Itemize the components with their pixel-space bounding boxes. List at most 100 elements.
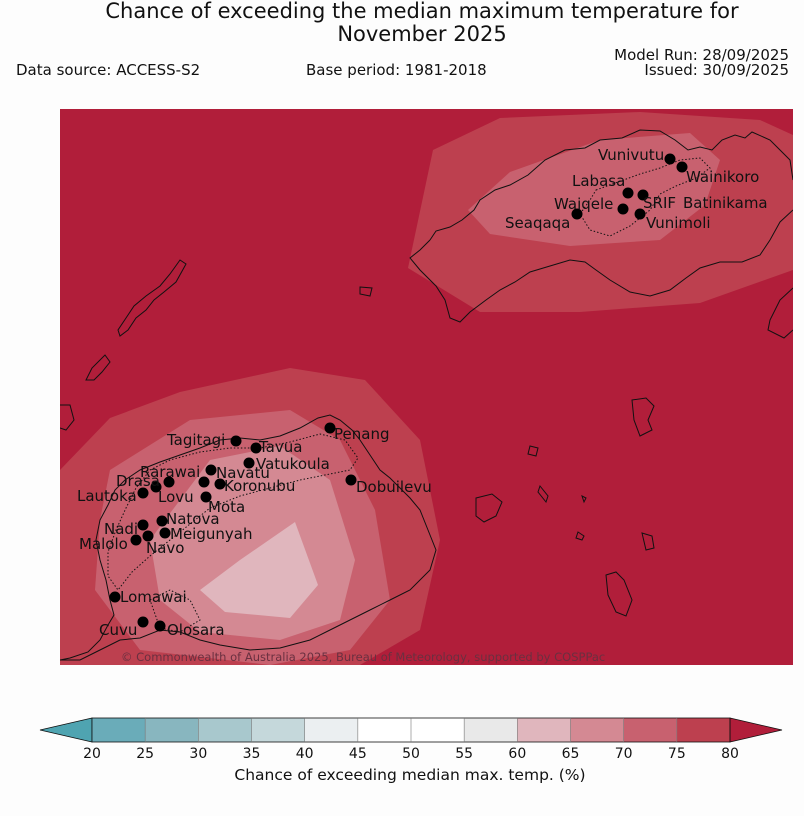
svg-text:Meigunyah: Meigunyah xyxy=(170,525,252,543)
colorbar-segment xyxy=(464,718,518,742)
colorbar-segment xyxy=(411,718,465,742)
colorbar-tick-label: 70 xyxy=(615,746,633,762)
title-line-2: November 2025 xyxy=(337,22,507,46)
svg-text:Seaqaqa: Seaqaqa xyxy=(505,214,570,232)
svg-text:Penang: Penang xyxy=(334,425,389,443)
colorbar-tick-label: 50 xyxy=(402,746,420,762)
place-marker[interactable]: Rarawai xyxy=(140,463,217,481)
svg-text:Tagitagi: Tagitagi xyxy=(166,431,225,449)
svg-text:Dobuilevu: Dobuilevu xyxy=(356,478,432,496)
colorbar-tick-label: 40 xyxy=(296,746,314,762)
place-marker[interactable]: Vunivutu xyxy=(598,146,676,165)
place-marker[interactable]: SRIF xyxy=(637,189,677,213)
svg-text:Malolo: Malolo xyxy=(79,535,128,553)
colorbar-segment xyxy=(517,718,571,742)
colorbar-segment xyxy=(198,718,252,742)
colorbar-tick-label: 75 xyxy=(668,746,686,762)
map-title: Chance of exceeding the median maximum t… xyxy=(0,0,804,46)
svg-text:Drasa: Drasa xyxy=(116,472,160,490)
place-marker[interactable]: Koronubu xyxy=(214,477,296,495)
svg-text:Rarawai: Rarawai xyxy=(140,463,200,481)
place-marker[interactable]: Olosara xyxy=(154,620,225,640)
svg-text:Natova: Natova xyxy=(166,510,220,528)
svg-text:SRIF: SRIF xyxy=(643,194,676,212)
svg-text:Navatu: Navatu xyxy=(216,464,270,482)
place-marker[interactable]: Labasa xyxy=(572,172,634,199)
title-line-1: Chance of exceeding the median maximum t… xyxy=(105,0,739,23)
place-marker[interactable]: Meigunyah xyxy=(159,525,253,543)
place-marker[interactable]: Lomawai xyxy=(109,588,187,606)
place-marker[interactable]: Nadi xyxy=(104,519,149,539)
colorbar-under-arrow xyxy=(39,717,93,743)
colorbar-segment xyxy=(251,718,305,742)
svg-text:Lautoka: Lautoka xyxy=(77,487,137,505)
colorbar-segment xyxy=(676,718,730,742)
place-marker[interactable]: Navo xyxy=(142,530,185,558)
colorbar-tick-label: 25 xyxy=(136,746,154,762)
svg-text:Mota: Mota xyxy=(208,498,245,516)
svg-text:Koronubu: Koronubu xyxy=(224,477,295,495)
place-marker[interactable]: Tagitagi xyxy=(166,431,242,449)
copyright-credit: © Commonwealth of Australia 2025, Bureau… xyxy=(121,650,605,664)
base-period: Base period: 1981-2018 xyxy=(306,61,487,79)
svg-text:Vunivutu: Vunivutu xyxy=(598,146,664,164)
colorbar-tick-label: 80 xyxy=(721,746,739,762)
colorbar-tick-label: 55 xyxy=(455,746,473,762)
issued-date: Issued: 30/09/2025 xyxy=(644,61,789,79)
coastlines xyxy=(60,129,793,661)
map-canvas: Vunivutu Wainikoro Labasa SRIF Batinikam… xyxy=(60,109,793,665)
svg-text:Navo: Navo xyxy=(146,539,184,557)
svg-text:Nadi: Nadi xyxy=(104,520,138,538)
place-marker[interactable]: Batinikama xyxy=(683,194,768,212)
svg-text:Vatukoula: Vatukoula xyxy=(256,455,330,473)
place-marker[interactable]: Seaqaqa xyxy=(505,208,583,233)
forecast-map[interactable]: Vunivutu Wainikoro Labasa SRIF Batinikam… xyxy=(60,109,793,665)
svg-text:Wainikoro: Wainikoro xyxy=(686,168,759,186)
place-marker[interactable]: Wainikoro xyxy=(676,161,760,187)
svg-text:Cuvu: Cuvu xyxy=(99,621,137,639)
place-marker[interactable]: Lovu xyxy=(158,488,194,506)
svg-text:Vunimoli: Vunimoli xyxy=(646,214,711,232)
band-70-75-north xyxy=(468,133,720,246)
colorbar-segment xyxy=(145,718,199,742)
svg-text:Batinikama: Batinikama xyxy=(683,194,768,212)
colorbar-tick-label: 60 xyxy=(508,746,526,762)
place-marker[interactable]: Drasa xyxy=(116,472,175,493)
place-markers: Vunivutu Wainikoro Labasa SRIF Batinikam… xyxy=(77,146,768,639)
place-marker[interactable]: Vunimoli xyxy=(634,208,711,233)
colorbar-segment xyxy=(304,718,358,742)
colorbar-tick-label: 65 xyxy=(562,746,580,762)
svg-text:Labasa: Labasa xyxy=(572,172,625,190)
colorbar: 20 25 30 35 40 45 50 55 60 65 70 75 80 xyxy=(38,712,784,762)
province-boundaries xyxy=(107,157,711,633)
place-marker[interactable]: Malolo xyxy=(79,534,142,554)
colorbar-segment xyxy=(92,718,146,742)
place-marker[interactable]: Lautoka xyxy=(77,487,149,505)
place-marker[interactable]: Cuvu xyxy=(99,616,149,640)
place-marker[interactable]: Navatu xyxy=(198,464,270,488)
place-marker[interactable]: Mota xyxy=(200,491,246,517)
colorbar-segment xyxy=(570,718,624,742)
colorbar-tick-label: 30 xyxy=(189,746,207,762)
place-marker[interactable]: Natova xyxy=(156,510,220,528)
svg-text:Lovu: Lovu xyxy=(158,488,194,506)
colorbar-segment xyxy=(357,718,411,742)
colorbar-tick-label: 45 xyxy=(349,746,367,762)
colorbar-canvas: 20 25 30 35 40 45 50 55 60 65 70 75 80 xyxy=(39,717,783,762)
place-marker[interactable]: Waiqele xyxy=(554,195,629,215)
place-marker[interactable]: Vatukoula xyxy=(243,455,330,473)
place-marker[interactable]: Dobuilevu xyxy=(345,474,432,497)
colorbar-over-arrow xyxy=(729,717,783,743)
svg-text:Tavua: Tavua xyxy=(258,438,302,456)
colorbar-tick-label: 20 xyxy=(83,746,101,762)
place-marker[interactable]: Penang xyxy=(324,422,390,444)
colorbar-tick-label: 35 xyxy=(243,746,261,762)
band-60-65 xyxy=(200,522,318,618)
colorbar-segment xyxy=(623,718,677,742)
place-marker[interactable]: Tavua xyxy=(250,438,303,456)
data-source: Data source: ACCESS-S2 xyxy=(16,61,201,79)
colorbar-label: Chance of exceeding median max. temp. (%… xyxy=(234,766,586,784)
svg-text:Olosara: Olosara xyxy=(167,621,225,639)
model-run: Model Run: 28/09/2025 xyxy=(614,46,789,64)
svg-text:Waiqele: Waiqele xyxy=(554,195,613,213)
